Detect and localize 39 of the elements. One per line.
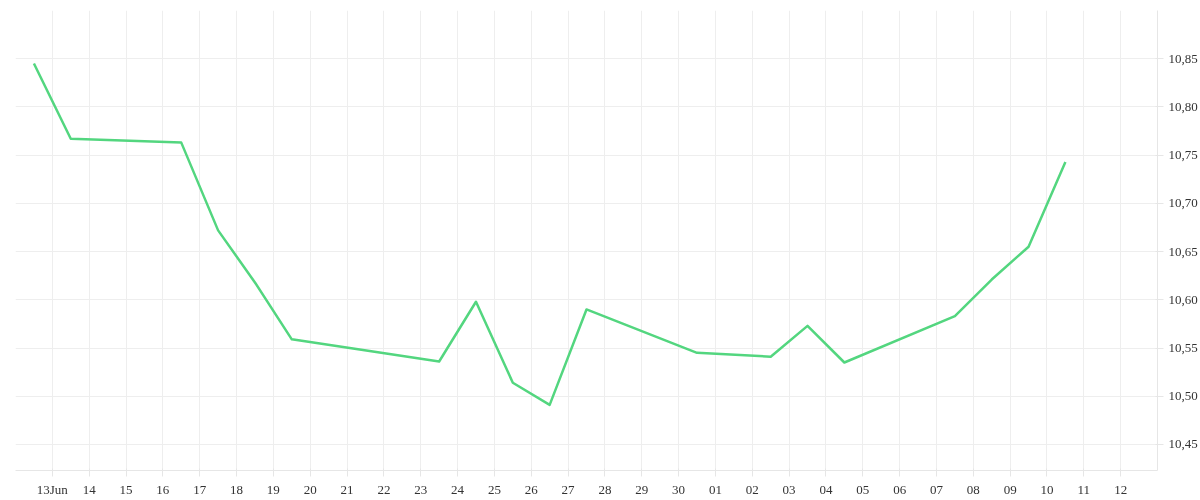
x-tick-label: 11 — [1077, 481, 1091, 497]
x-tick-label: 14 — [82, 481, 97, 497]
x-tick-label: 27 — [561, 481, 576, 497]
x-tick-label: 21 — [340, 481, 354, 497]
x-tick-label: 07 — [929, 481, 944, 497]
x-tick-label: 01 — [708, 481, 722, 497]
x-tick-label: 06 — [893, 481, 907, 497]
x-tick-label: 16 — [156, 481, 170, 497]
x-tick-label: 20 — [303, 481, 317, 497]
y-tick-label: 10,50 — [1168, 388, 1198, 404]
y-tick-label: 10,55 — [1168, 340, 1198, 356]
x-tick-label: 03 — [782, 481, 796, 497]
y-tick-label: 10,80 — [1168, 98, 1198, 114]
x-tick-label: 10 — [1040, 481, 1054, 497]
x-tick-label: 30 — [672, 481, 686, 497]
x-tick-label: 24 — [451, 481, 465, 497]
x-tick-label: 29 — [635, 481, 649, 497]
x-tick-label: 02 — [745, 481, 759, 497]
x-tick-label: 23 — [414, 481, 428, 497]
x-tick-label: 17 — [193, 481, 207, 497]
y-tick-label: 10,85 — [1168, 50, 1198, 66]
y-tick-label: 10,75 — [1168, 147, 1198, 163]
x-tick-label: 15 — [119, 481, 133, 497]
x-tick-label: 18 — [230, 481, 244, 497]
x-tick-label: 28 — [598, 481, 612, 497]
y-tick-label: 10,60 — [1168, 291, 1198, 307]
x-tick-label: 13Jun — [36, 481, 69, 497]
y-tick-label: 10,70 — [1168, 195, 1198, 211]
y-tick-label: 10,45 — [1168, 436, 1198, 452]
x-tick-label: 25 — [487, 481, 501, 497]
x-tick-label: 12 — [1114, 481, 1128, 497]
x-tick-label: 26 — [524, 481, 539, 497]
x-tick-label: 09 — [1003, 481, 1017, 497]
y-tick-label: 10,65 — [1168, 243, 1198, 259]
x-tick-label: 22 — [377, 481, 391, 497]
x-tick-label: 08 — [966, 481, 980, 497]
x-tick-label: 19 — [266, 481, 280, 497]
x-tick-label: 04 — [819, 481, 833, 497]
x-tick-label: 05 — [856, 481, 870, 497]
